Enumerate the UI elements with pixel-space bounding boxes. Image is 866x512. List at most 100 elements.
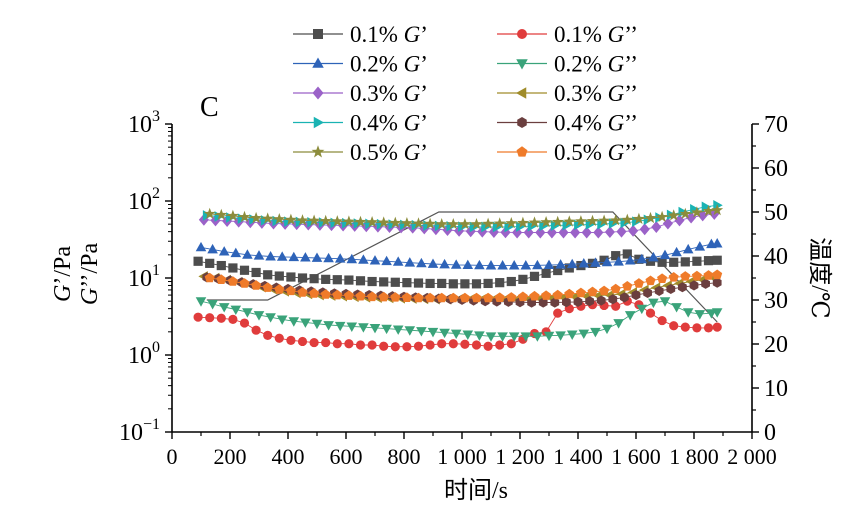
data-point (694, 310, 706, 320)
data-point (566, 258, 578, 269)
temperature-curve-layer (206, 211, 718, 323)
data-point (308, 214, 321, 226)
data-point (439, 258, 450, 269)
data-point (599, 285, 610, 296)
y-tick-label: 102 (128, 185, 160, 215)
data-point (520, 332, 532, 342)
legend-item: 0.1% G’’ (497, 22, 638, 47)
temperature-line (206, 211, 718, 323)
legend-item: 0.4% G’ (293, 111, 428, 136)
data-point (692, 323, 702, 333)
data-point (474, 259, 485, 270)
data-point (608, 294, 618, 305)
data-point (654, 285, 664, 296)
data-point (416, 257, 427, 268)
data-point (644, 211, 657, 224)
data-point (566, 330, 578, 340)
data-point (667, 209, 680, 221)
data-point (402, 278, 412, 288)
data-point (550, 297, 560, 308)
data-point (195, 241, 207, 252)
data-point (585, 296, 594, 307)
data-point (680, 271, 691, 281)
data-point (228, 314, 238, 324)
data-point (471, 279, 482, 289)
legend-marker (517, 117, 527, 128)
x-tick-label: 1 600 (611, 444, 661, 469)
data-point (671, 246, 682, 257)
series-5 (203, 203, 724, 230)
data-point (680, 322, 690, 332)
data-point (512, 226, 523, 239)
data-point (529, 271, 540, 281)
data-point (622, 281, 633, 291)
x-axis-label: 时间/s (444, 477, 508, 504)
data-point (712, 277, 722, 288)
legend-label: 0.2% G’’ (554, 52, 638, 77)
legend-marker (313, 29, 323, 39)
legend-label: 0.1% G’’ (554, 22, 638, 47)
data-point (543, 331, 555, 342)
legend-marker (516, 87, 527, 99)
data-point (239, 265, 250, 275)
data-point (555, 331, 566, 341)
legend-label: 0.3% G’’ (554, 81, 638, 106)
data-point (505, 216, 518, 229)
legend-marker (312, 86, 324, 100)
data-point (390, 277, 400, 287)
data-point (332, 275, 342, 285)
data-point (596, 295, 606, 306)
data-point (250, 211, 263, 224)
x-tick-label: 1 400 (553, 444, 603, 469)
data-point (460, 279, 470, 289)
y2-tick-label: 50 (764, 200, 788, 226)
data-point (686, 211, 697, 224)
data-point (332, 289, 343, 300)
data-point (632, 212, 645, 224)
data-point (493, 217, 506, 229)
data-point (346, 253, 358, 264)
data-point (485, 260, 497, 270)
data-point (674, 214, 685, 227)
data-point (366, 216, 379, 228)
data-point (462, 330, 474, 340)
data-point (494, 292, 505, 302)
data-point (238, 210, 251, 223)
data-point (332, 339, 342, 349)
data-point (690, 206, 703, 218)
legend-item: 0.2% G’’ (497, 52, 638, 77)
data-point (694, 241, 706, 251)
data-point (543, 259, 555, 270)
data-point (265, 313, 276, 323)
data-point (711, 203, 724, 216)
data-point (645, 275, 656, 286)
y-tick-label: 100 (128, 339, 160, 369)
legend-marker (516, 59, 528, 70)
data-point (216, 260, 226, 271)
data-point (474, 331, 485, 341)
y2-tick-label: 20 (764, 332, 788, 358)
data-point (657, 315, 667, 326)
series-7 (195, 297, 723, 342)
data-point (669, 321, 679, 331)
data-point (239, 278, 250, 288)
data-point (253, 311, 265, 321)
series-6 (193, 296, 722, 352)
legend-marker (313, 116, 324, 129)
y-axis-label: G’/Pa (50, 246, 76, 302)
data-point (692, 256, 702, 266)
data-point (288, 317, 300, 327)
series-line (200, 243, 718, 267)
data-point (558, 226, 569, 239)
data-point (228, 263, 238, 273)
data-point (276, 315, 288, 325)
data-point (354, 215, 367, 227)
data-point (378, 291, 389, 302)
data-point (392, 325, 404, 335)
data-point (711, 308, 723, 318)
data-point (367, 340, 377, 350)
data-point (604, 226, 615, 239)
data-point (274, 333, 284, 343)
data-point (413, 292, 424, 303)
